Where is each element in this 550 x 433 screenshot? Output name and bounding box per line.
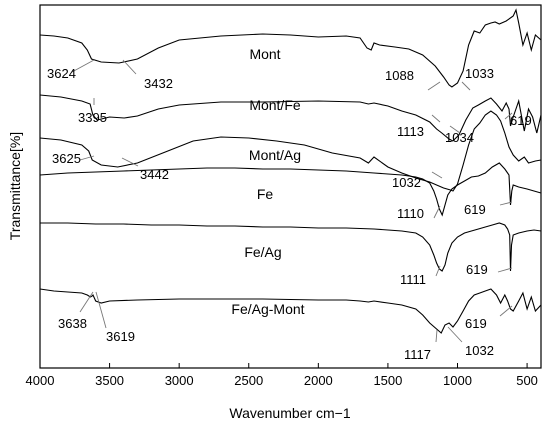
annotation-619-mont-fe: 619 bbox=[504, 112, 532, 128]
plot-frame bbox=[39, 4, 542, 369]
svg-text:3625: 3625 bbox=[52, 151, 81, 166]
spectrum-line-mont-fe bbox=[39, 94, 542, 142]
annotation-1088: 1088 bbox=[385, 68, 441, 91]
svg-text:1110: 1110 bbox=[397, 206, 424, 221]
annotation-3638: 3638 bbox=[58, 291, 94, 331]
x-axis-title: Wavenumber cm−1 bbox=[229, 405, 350, 421]
series-label-fe-ag: Fe/Ag bbox=[244, 244, 281, 260]
svg-text:3638: 3638 bbox=[58, 316, 87, 331]
svg-text:619: 619 bbox=[465, 316, 487, 331]
svg-text:1032: 1032 bbox=[465, 343, 494, 358]
annotation-3442: 3442 bbox=[121, 157, 169, 182]
svg-text:3624: 3624 bbox=[47, 66, 76, 81]
svg-text:1088: 1088 bbox=[385, 68, 414, 83]
annotation-3625: 3625 bbox=[52, 151, 95, 166]
annotation-1110: 1110 bbox=[397, 205, 441, 221]
annotation-1032: 1032 bbox=[392, 171, 443, 190]
svg-text:1033: 1033 bbox=[465, 66, 494, 81]
svg-text:1113: 1113 bbox=[397, 124, 424, 139]
spectrum-line-fe-ag-mont bbox=[39, 288, 542, 334]
x-tick-label-2000: 2000 bbox=[304, 373, 333, 388]
x-tick-label-1500: 1500 bbox=[373, 373, 402, 388]
annotation-3624: 3624 bbox=[47, 59, 95, 81]
x-tick-label-3500: 3500 bbox=[95, 373, 124, 388]
annotation-619-fe: 619 bbox=[464, 201, 513, 217]
spectra bbox=[39, 8, 542, 334]
annotation-1111: 1111 bbox=[400, 265, 441, 287]
x-tick-label-3000: 3000 bbox=[165, 373, 194, 388]
series-label-mont-ag: Mont/Ag bbox=[249, 147, 301, 163]
annotation-1117: 1117 bbox=[404, 329, 438, 362]
series-label-mont-fe: Mont/Fe bbox=[249, 97, 301, 113]
svg-text:3619: 3619 bbox=[106, 329, 135, 344]
svg-text:3432: 3432 bbox=[144, 76, 173, 91]
svg-text:3395: 3395 bbox=[78, 110, 107, 125]
spectrum-line-fe-ag bbox=[40, 222, 542, 272]
spectrum-line-mont bbox=[39, 8, 542, 88]
spectrum-line-mont-ag bbox=[39, 110, 542, 192]
annotation-1032-fe-ag-mont: 1032 bbox=[447, 326, 494, 358]
svg-text:1117: 1117 bbox=[404, 347, 431, 362]
annotation-3432: 3432 bbox=[122, 59, 173, 91]
annotation-1033: 1033 bbox=[461, 66, 494, 91]
series-label-fe-ag-mont: Fe/Ag-Mont bbox=[231, 301, 304, 317]
annotation-619-fe-ag: 619 bbox=[466, 262, 513, 277]
svg-text:619: 619 bbox=[510, 113, 532, 128]
svg-text:619: 619 bbox=[464, 202, 486, 217]
spectrum-line-fe bbox=[39, 162, 542, 217]
y-axis-title: Transmittance[%] bbox=[7, 132, 23, 240]
svg-text:619: 619 bbox=[466, 262, 488, 277]
svg-text:1032: 1032 bbox=[392, 175, 421, 190]
annotation-619-fe-ag-mont: 619 bbox=[465, 305, 513, 331]
x-tick-label-1000: 1000 bbox=[443, 373, 472, 388]
series-label-fe: Fe bbox=[257, 186, 274, 202]
x-tick-label-500: 500 bbox=[516, 373, 538, 388]
annotation-3619: 3619 bbox=[95, 291, 135, 344]
x-axis-ticks: 4000 3500 3000 2500 2000 1500 1000 500 bbox=[26, 363, 538, 388]
annotation-3395: 3395 bbox=[78, 98, 107, 125]
svg-text:3442: 3442 bbox=[140, 167, 169, 182]
x-tick-label-4000: 4000 bbox=[26, 373, 55, 388]
svg-text:1034: 1034 bbox=[445, 130, 474, 145]
annotation-1034: 1034 bbox=[445, 125, 474, 145]
svg-text:1111: 1111 bbox=[400, 272, 426, 287]
annotation-1113: 1113 bbox=[397, 114, 441, 139]
x-tick-label-2500: 2500 bbox=[234, 373, 263, 388]
series-label-mont: Mont bbox=[249, 46, 280, 62]
